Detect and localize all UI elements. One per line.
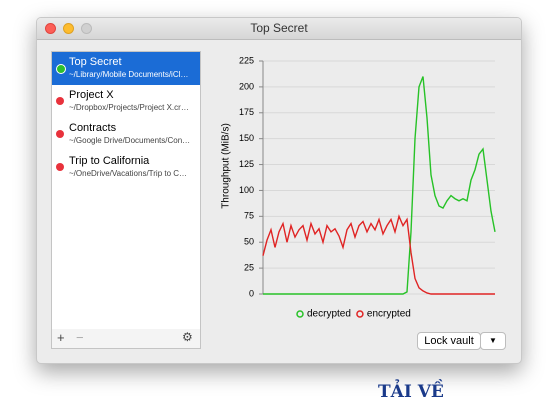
- legend-marker: [296, 310, 304, 318]
- vault-name: Project X: [69, 89, 114, 101]
- minimize-button[interactable]: [63, 23, 74, 34]
- vault-path: ~/Library/Mobile Documents/iCl…: [69, 70, 189, 79]
- title-bar: Top Secret: [37, 18, 521, 40]
- vault-path: ~/OneDrive/Vacations/Trip to C…: [69, 169, 188, 178]
- y-tick-label: 100: [239, 185, 254, 195]
- vault-list: Top Secret ~/Library/Mobile Documents/iCl…: [51, 51, 201, 331]
- status-dot: [56, 64, 66, 74]
- vault-item[interactable]: Contracts ~/Google Drive/Documents/Con…: [52, 118, 200, 151]
- vault-item[interactable]: Trip to California ~/OneDrive/Vacations/T…: [52, 151, 200, 184]
- vault-name: Top Secret: [69, 56, 122, 68]
- y-tick-label: 150: [239, 133, 254, 143]
- status-dot: [56, 163, 64, 171]
- zoom-button[interactable]: [81, 23, 92, 34]
- legend-label: decrypted: [307, 309, 351, 320]
- settings-button[interactable]: ⚙: [182, 330, 193, 344]
- lock-menu-button[interactable]: ▼: [480, 332, 506, 350]
- remove-button[interactable]: −: [76, 330, 84, 345]
- vault-path: ~/Dropbox/Projects/Project X.cr…: [69, 103, 189, 112]
- legend-label: encrypted: [367, 309, 411, 320]
- legend-marker: [356, 310, 364, 318]
- series-line: [262, 214, 495, 295]
- y-tick-label: 25: [244, 262, 254, 272]
- close-button[interactable]: [45, 23, 56, 34]
- status-dot: [56, 97, 64, 105]
- y-tick-label: 50: [244, 237, 254, 247]
- list-toolbar: + − ⚙: [51, 329, 201, 349]
- y-tick-label: 225: [239, 55, 254, 65]
- vault-item[interactable]: Top Secret ~/Library/Mobile Documents/iCl…: [52, 52, 200, 85]
- y-tick-label: 75: [244, 211, 254, 221]
- y-tick-label: 200: [239, 81, 254, 91]
- vault-name: Trip to California: [69, 155, 150, 167]
- vault-name: Contracts: [69, 122, 117, 134]
- y-tick-label: 175: [239, 107, 254, 117]
- add-button[interactable]: +: [57, 330, 65, 345]
- y-tick-label: 0: [249, 288, 254, 298]
- y-axis-label: Throughput (MiB/s): [221, 123, 232, 209]
- series-line: [263, 76, 496, 295]
- y-tick-label: 125: [239, 159, 254, 169]
- lock-button[interactable]: Lock vault: [417, 332, 481, 350]
- status-dot: [56, 130, 64, 138]
- window-title: Top Secret: [250, 21, 308, 35]
- watermark: TẢI VỀ: [378, 382, 444, 402]
- vault-path: ~/Google Drive/Documents/Con…: [69, 136, 191, 145]
- vault-item[interactable]: Project X ~/Dropbox/Projects/Project X.cr…: [52, 85, 200, 118]
